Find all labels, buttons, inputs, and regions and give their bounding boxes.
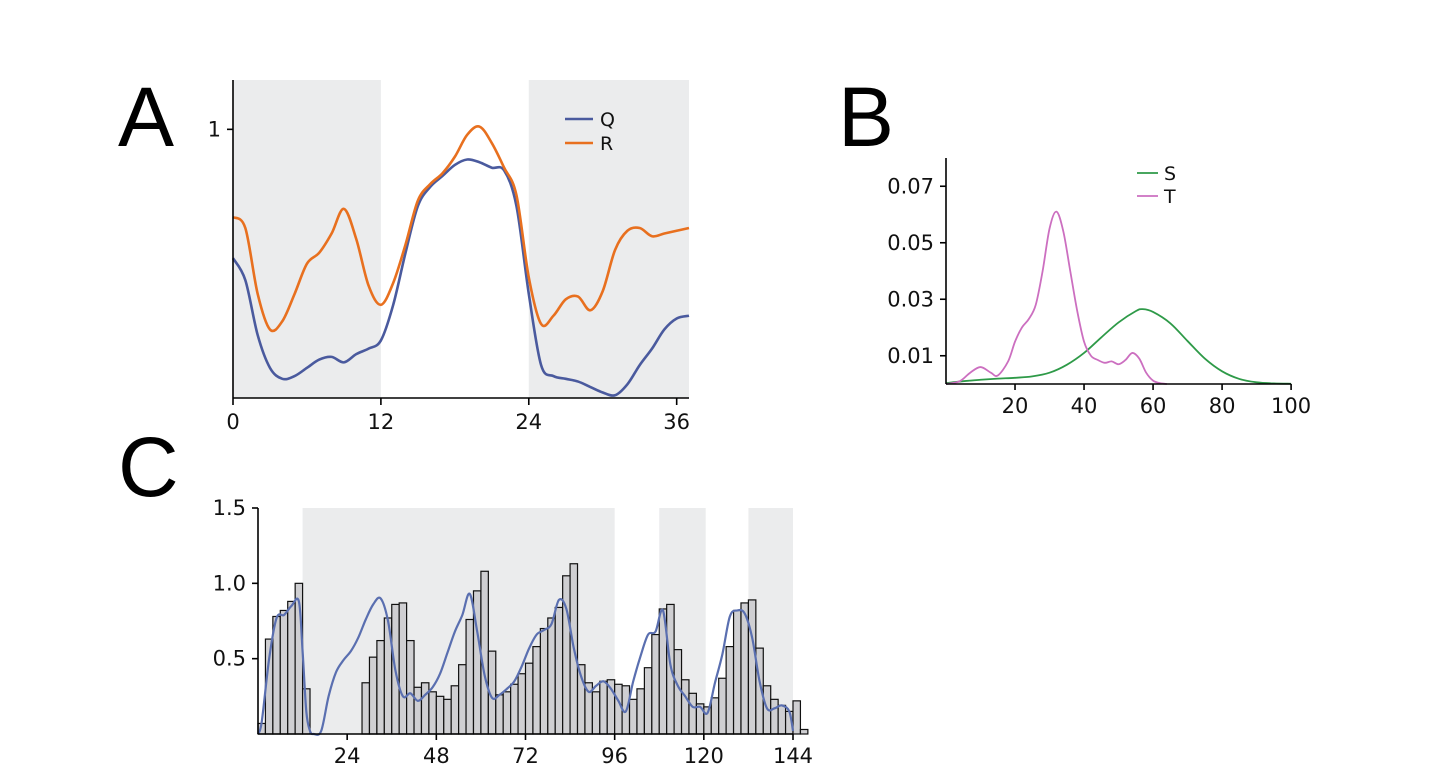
c-bar [725, 646, 735, 735]
panel-label-a: A [118, 70, 174, 164]
a-legend-label-r: R [600, 133, 613, 155]
panel-b-chart: 20 40 60 80 100 0.01 0.03 0.05 0.07 ST [887, 158, 1311, 418]
c-bar [443, 698, 452, 735]
c-bar [718, 677, 727, 735]
c-bar [502, 691, 512, 735]
c-y-tick-label: 0.5 [213, 647, 246, 671]
panel-a-chart: 0 12 24 36 1 QR [208, 80, 690, 434]
panel-c-chart: 24 48 72 96 120 144 0.5 1.0 1.5 [213, 496, 813, 768]
b-x-tick-label: 80 [1209, 394, 1236, 418]
c-bar [361, 682, 371, 735]
c-bar [680, 679, 690, 735]
b-legend-label-t: T [1163, 186, 1176, 208]
panel-label-b: B [838, 70, 894, 164]
c-bar [510, 683, 519, 735]
b-x-tick-label: 40 [1071, 394, 1098, 418]
c-bar [532, 646, 541, 735]
a-x-tick-label: 24 [515, 410, 542, 434]
b-legend-label-s: S [1164, 163, 1176, 185]
c-bar [539, 627, 549, 735]
c-bar [614, 683, 623, 735]
a-shaded-region-1 [528, 80, 689, 398]
c-bar [517, 673, 527, 735]
c-bar [777, 704, 787, 735]
c-bar [599, 680, 608, 735]
b-x-tick-label: 60 [1140, 394, 1167, 418]
c-x-tick-label: 48 [423, 744, 450, 768]
b-x-tick-label: 100 [1271, 394, 1311, 418]
c-bar [562, 575, 571, 735]
b-series-line-t [945, 210, 1167, 385]
c-y-tick-label: 1.5 [213, 496, 246, 520]
b-series-line-s [945, 308, 1292, 385]
c-bar [547, 617, 556, 735]
c-bar [480, 570, 489, 735]
c-smoothed-line [256, 592, 795, 736]
c-x-tick-label: 72 [512, 744, 539, 768]
c-bar [420, 682, 430, 735]
c-bar [591, 691, 601, 735]
a-x-tick-label: 0 [226, 410, 239, 434]
a-shaded-region-0 [233, 80, 381, 398]
c-bar [458, 664, 467, 735]
c-bar [651, 633, 660, 735]
c-bar [398, 602, 408, 735]
c-bar [450, 685, 460, 735]
c-x-tick-label: 144 [773, 744, 813, 768]
a-series-line-r [232, 125, 690, 333]
c-bar [710, 697, 720, 735]
c-bar [554, 606, 564, 735]
c-bar [435, 695, 445, 735]
a-series-line-q [231, 158, 690, 397]
a-x-tick-label: 12 [368, 410, 395, 434]
c-x-tick-label: 96 [601, 744, 628, 768]
a-x-tick-label: 36 [663, 410, 690, 434]
c-bar [287, 600, 296, 735]
b-y-tick-label: 0.07 [887, 174, 934, 198]
c-bar [279, 609, 289, 735]
c-y-tick-label: 1.0 [213, 571, 246, 595]
c-bar [368, 656, 378, 735]
c-bar [643, 667, 653, 735]
c-bar [413, 686, 423, 735]
c-bar [792, 700, 802, 735]
c-bar [465, 618, 475, 735]
c-bar [495, 694, 504, 735]
c-bar [688, 692, 698, 735]
c-bar [732, 609, 742, 735]
b-y-tick-label: 0.05 [887, 231, 934, 255]
c-x-tick-label: 24 [334, 744, 361, 768]
c-bar [524, 662, 534, 735]
c-x-tick-label: 120 [684, 744, 724, 768]
c-bar [428, 691, 437, 735]
a-legend-label-q: Q [600, 109, 615, 131]
c-bar [406, 639, 415, 735]
c-bar [628, 698, 638, 735]
c-bar [376, 639, 385, 735]
c-bar [799, 728, 809, 735]
panel-label-c: C [118, 420, 179, 514]
c-bar [770, 698, 779, 735]
b-x-tick-label: 20 [1002, 394, 1029, 418]
a-y-tick-label: 1 [208, 117, 221, 141]
c-bar [747, 599, 757, 735]
b-y-tick-label: 0.03 [887, 287, 934, 311]
b-y-tick-label: 0.01 [887, 344, 934, 368]
c-bar [636, 688, 645, 735]
